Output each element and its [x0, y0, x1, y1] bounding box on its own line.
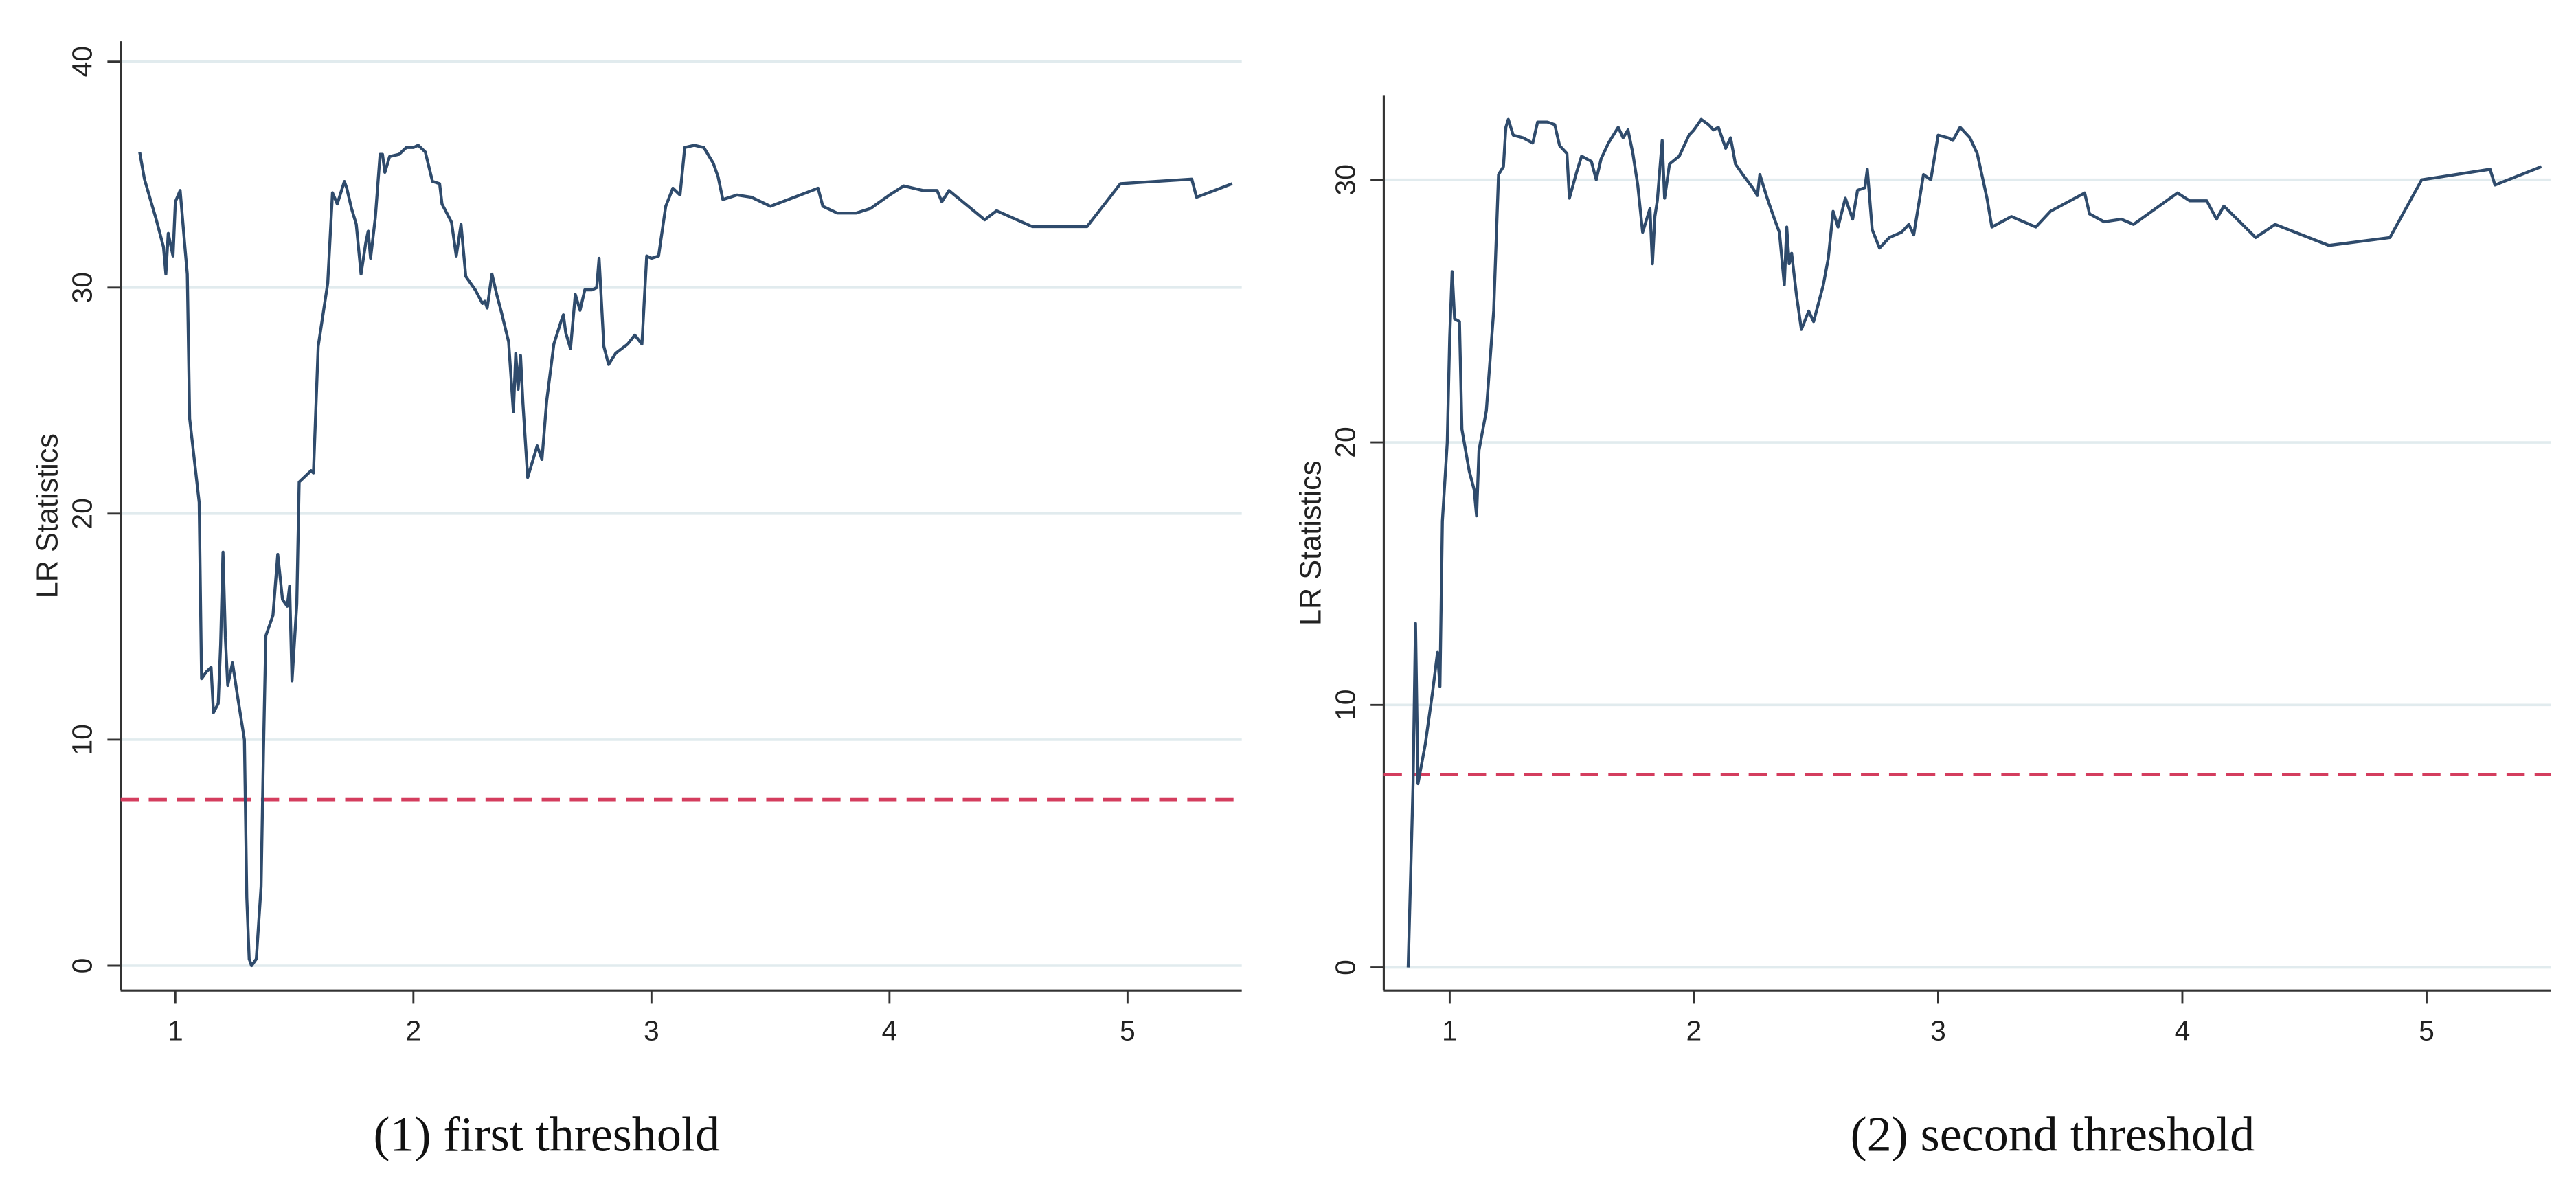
y-tick-label: 0: [67, 958, 98, 974]
x-tick-label: 1: [168, 1014, 183, 1046]
y-tick-label: 30: [1329, 164, 1361, 195]
x-tick-label: 1: [1442, 1014, 1458, 1046]
y-axis-label: LR Statistics: [1294, 461, 1327, 626]
y-tick-label: 40: [67, 46, 98, 77]
x-tick-label: 2: [1686, 1014, 1702, 1046]
x-tick-label: 5: [1120, 1014, 1136, 1046]
caption: (2) second threshold: [1851, 1107, 2255, 1161]
chart-panel: 0 10 20 30 40 1 2 3 4 5 LR Statistics (1) first thr…: [32, 41, 1242, 1161]
caption: (1) first threshold: [373, 1107, 720, 1161]
data-line: [138, 144, 1233, 968]
x-tick-label: 5: [2419, 1014, 2434, 1046]
y-tick-label: 20: [67, 498, 98, 529]
y-tick-label: 30: [67, 272, 98, 303]
y-tick-label: 0: [1329, 960, 1361, 975]
y-tick-label: 20: [1329, 427, 1361, 457]
x-tick-label: 3: [644, 1014, 659, 1046]
y-tick-label: 10: [67, 724, 98, 755]
x-tick-label: 3: [1930, 1014, 1946, 1046]
y-tick-label: 10: [1329, 690, 1361, 721]
y-axis-label: LR Statistics: [32, 433, 65, 598]
data-line: [1406, 117, 2542, 968]
chart-panel: 0 10 20 30 1 2 3 4 5 LR Statistics (2) second thre…: [1294, 95, 2551, 1161]
x-tick-label: 4: [2175, 1014, 2191, 1046]
x-tick-label: 4: [881, 1014, 897, 1046]
x-tick-label: 2: [405, 1014, 421, 1046]
